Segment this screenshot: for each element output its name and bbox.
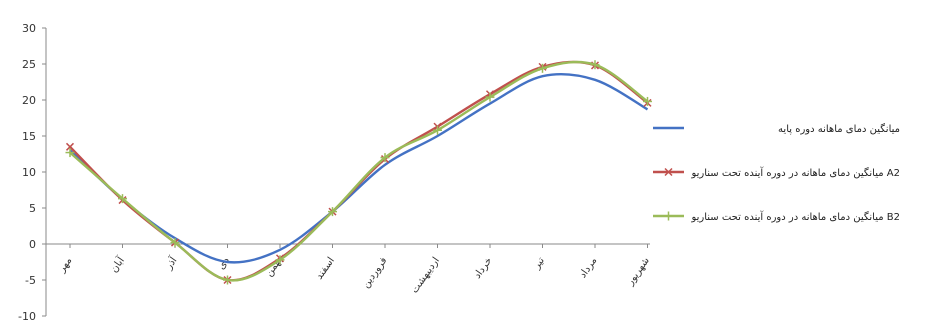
series-3-point bbox=[643, 96, 652, 106]
series-line-3 bbox=[69, 60, 649, 282]
y-tick-label: 25 bbox=[22, 58, 36, 71]
series-3-point bbox=[538, 63, 547, 73]
series-3-point bbox=[223, 275, 232, 285]
legend-label-2: میانگین دمای ماهانه در دوره آینده تحت سن… bbox=[690, 166, 900, 179]
legend-label-1: میانگین دمای ماهانه دوره پایه bbox=[778, 123, 900, 135]
y-tick-label: 10 bbox=[22, 166, 36, 179]
y-tick-label: 15 bbox=[22, 130, 36, 143]
legend-marker-3 bbox=[664, 211, 673, 221]
series-line-1 bbox=[69, 72, 649, 264]
y-tick-label: -5 bbox=[25, 274, 36, 287]
y-tick-label: 0 bbox=[29, 238, 36, 251]
series-3-point bbox=[275, 255, 285, 265]
y-axis-ticks: -10 -5 0 5 10 15 20 25 30 bbox=[18, 22, 46, 323]
series-2-point bbox=[65, 142, 75, 151]
series-3-point bbox=[328, 207, 337, 217]
y-tick-label: 30 bbox=[22, 22, 36, 35]
legend-marker-2 bbox=[664, 167, 673, 177]
legend-label-3: میانگین دمای ماهانه در دوره آینده تحت سن… bbox=[690, 210, 900, 223]
series-lines bbox=[65, 60, 652, 285]
y-tick-label: -10 bbox=[18, 310, 36, 323]
series-3-point bbox=[485, 92, 495, 102]
series-3-point bbox=[170, 238, 180, 248]
series-3-point bbox=[433, 125, 442, 135]
chart-legend: میانگین دمای ماهانه دوره پایه میانگین دما… bbox=[653, 123, 900, 223]
series-3-point bbox=[590, 60, 600, 70]
series-3-point bbox=[65, 148, 75, 158]
y-tick-label: 5 bbox=[29, 202, 36, 215]
series-3-point bbox=[380, 153, 390, 163]
series-3-point bbox=[118, 194, 127, 204]
y-tick-label: 20 bbox=[22, 94, 36, 107]
